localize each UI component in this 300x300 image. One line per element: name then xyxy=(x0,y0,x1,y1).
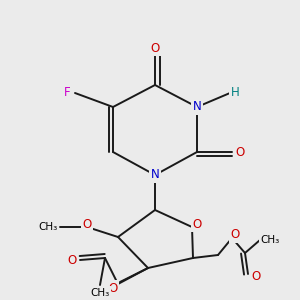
Text: CH₃: CH₃ xyxy=(260,235,280,245)
Text: O: O xyxy=(68,254,76,266)
Text: H: H xyxy=(231,86,239,100)
Text: F: F xyxy=(64,86,70,100)
Text: N: N xyxy=(193,100,201,113)
Text: O: O xyxy=(108,281,118,295)
Text: O: O xyxy=(82,218,91,230)
Text: CH₃: CH₃ xyxy=(38,222,58,232)
Text: O: O xyxy=(192,218,202,230)
Text: O: O xyxy=(251,269,261,283)
Text: O: O xyxy=(236,146,244,158)
Text: N: N xyxy=(151,169,159,182)
Text: O: O xyxy=(230,229,240,242)
Text: O: O xyxy=(150,41,160,55)
Text: CH₃: CH₃ xyxy=(90,288,110,298)
